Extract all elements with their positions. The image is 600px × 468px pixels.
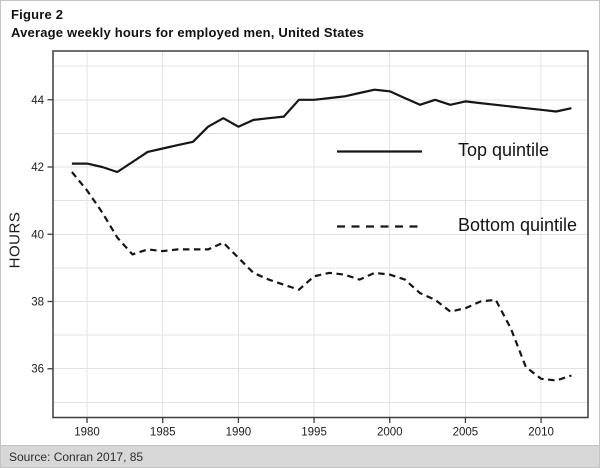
figure-title: Average weekly hours for employed men, U… — [11, 25, 365, 40]
title-block: Figure 2 Average weekly hours for employ… — [11, 6, 364, 42]
line-chart: 36 38 40 42 44 1980 1985 1990 1995 2000 2005 2010 — [31, 50, 589, 439]
series-line-top-quintile — [71, 88, 572, 174]
x-tick-label: 1990 — [226, 427, 252, 439]
x-tick-label: 1980 — [74, 427, 100, 439]
figure-label: Figure 2 — [11, 7, 64, 22]
source-text: Source: Conran 2017, 85 — [9, 449, 144, 464]
source-bar: Source: Conran 2017, 85 — [1, 445, 599, 467]
x-tick-label: 2010 — [528, 427, 554, 439]
series-line-bottom-quintile — [71, 171, 572, 382]
x-tick-label: 1985 — [150, 427, 176, 439]
x-tick-label: 1995 — [301, 427, 327, 439]
y-tick-label: 44 — [31, 95, 44, 107]
legend-label-bottom-quintile: Bottom quintile — [458, 215, 578, 235]
y-tick-label: 42 — [31, 162, 44, 174]
y-tick-label: 40 — [31, 229, 44, 241]
y-axis-title: HOURS — [6, 211, 24, 269]
x-tick-label: 2000 — [377, 427, 403, 439]
legend-label-top-quintile: Top quintile — [458, 140, 550, 160]
x-tick-label: 2005 — [453, 427, 479, 439]
y-tick-label: 36 — [31, 364, 44, 376]
y-tick-label: 38 — [31, 296, 44, 308]
